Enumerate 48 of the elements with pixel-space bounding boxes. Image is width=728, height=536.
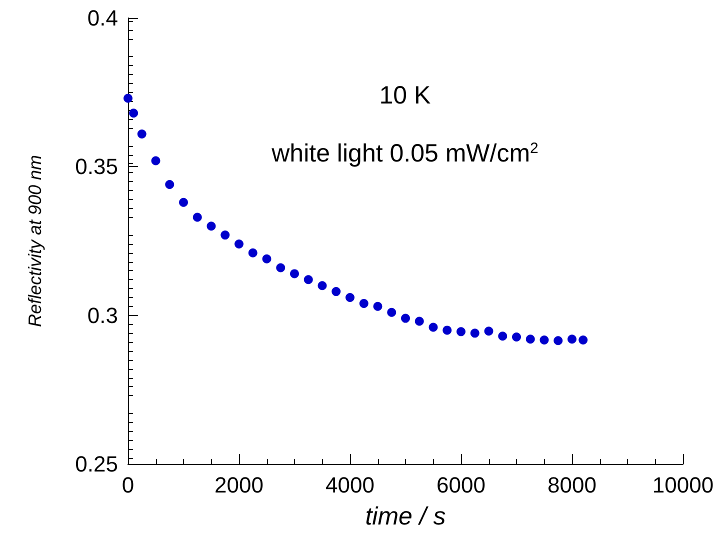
point bbox=[151, 156, 160, 166]
point bbox=[220, 230, 230, 240]
point bbox=[456, 327, 466, 336]
point bbox=[332, 287, 341, 296]
x-tick-label: 10000 bbox=[652, 472, 714, 498]
point bbox=[346, 292, 354, 302]
point bbox=[179, 198, 188, 207]
x-tick-label: 2000 bbox=[214, 472, 264, 498]
point bbox=[290, 269, 299, 278]
point bbox=[554, 336, 563, 346]
point bbox=[234, 239, 244, 248]
point bbox=[498, 332, 508, 341]
point bbox=[512, 332, 521, 342]
point bbox=[442, 326, 452, 335]
y-tick-label: 0.25 bbox=[75, 452, 118, 476]
point bbox=[248, 248, 258, 258]
point bbox=[165, 180, 174, 190]
point bbox=[276, 263, 286, 272]
point bbox=[206, 222, 216, 231]
point bbox=[568, 334, 576, 344]
point bbox=[414, 316, 424, 326]
point bbox=[387, 308, 396, 317]
point bbox=[540, 336, 549, 345]
point bbox=[318, 281, 327, 290]
point bbox=[484, 326, 494, 336]
y-tick-label: 0.4 bbox=[87, 6, 118, 30]
x-tick-label: 4000 bbox=[326, 472, 374, 498]
x-axis-title: time / s bbox=[365, 502, 446, 530]
x-tick-label: 6000 bbox=[436, 472, 486, 498]
point bbox=[578, 336, 588, 345]
point bbox=[304, 275, 313, 284]
point bbox=[262, 254, 272, 264]
y-tick-label: 0.3 bbox=[87, 302, 118, 328]
point bbox=[137, 129, 146, 138]
y-tick-label: 0.35 bbox=[75, 154, 118, 180]
x-tick-label: 8000 bbox=[548, 472, 596, 498]
point bbox=[192, 212, 202, 222]
point bbox=[526, 334, 535, 344]
y-axis-title: Reflectivity at 900 nm bbox=[25, 154, 45, 328]
point bbox=[428, 322, 438, 332]
annotation: 10 K bbox=[379, 82, 432, 110]
point bbox=[373, 302, 382, 311]
x-tick-label: 0 bbox=[122, 472, 134, 498]
point bbox=[470, 328, 480, 338]
point bbox=[359, 298, 368, 308]
point bbox=[401, 314, 410, 323]
point bbox=[129, 108, 138, 118]
point bbox=[124, 94, 132, 103]
